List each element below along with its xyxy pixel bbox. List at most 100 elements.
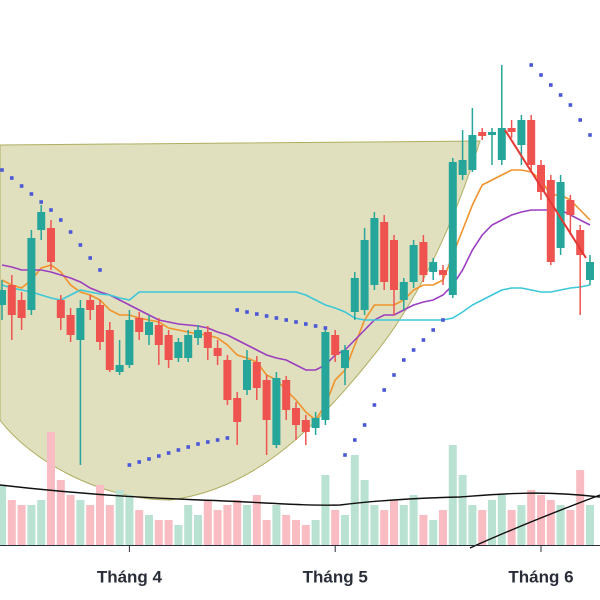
volume-bar (56, 480, 65, 545)
cup-pattern (0, 140, 481, 501)
candle-body (154, 325, 163, 345)
sar-dot (215, 438, 220, 442)
x-tick-label: Tháng 5 (303, 567, 368, 586)
candle-body (586, 262, 594, 280)
candle-body (321, 332, 330, 420)
volume-bar (194, 515, 202, 545)
volume-bar (174, 525, 183, 545)
candle-body (96, 305, 104, 342)
sar-dot (88, 256, 92, 260)
sar-dot (10, 176, 14, 180)
volume-bar (154, 520, 163, 545)
candle-body (370, 218, 379, 285)
sar-dot (157, 454, 161, 458)
candle-body (301, 420, 310, 432)
sar-dot (274, 316, 279, 320)
volume-bars (0, 432, 594, 545)
candle-body (282, 380, 291, 410)
candle-body (507, 128, 516, 132)
sar-dot (539, 73, 543, 77)
sar-dot (98, 268, 102, 272)
sar-dot (245, 310, 249, 314)
volume-bar (478, 510, 487, 545)
volume-average (0, 484, 600, 506)
volume-bar (105, 505, 114, 545)
sar-dot (39, 200, 43, 204)
candle-body (7, 285, 16, 315)
sar-dot (402, 358, 406, 362)
candle-body (517, 120, 526, 145)
volume-bar (86, 505, 95, 545)
candle-body (311, 418, 320, 428)
volume-bar (350, 455, 359, 545)
moving-average (1, 209, 591, 371)
volume-bar (399, 505, 408, 545)
candle-body (135, 318, 144, 332)
sar-dot (529, 63, 533, 67)
volume-bar (301, 525, 310, 545)
candle-body (252, 362, 261, 388)
volume-bar (184, 505, 193, 545)
candle-body (115, 365, 124, 372)
candle-body (341, 350, 349, 368)
candle-body (488, 132, 496, 135)
sar-dot (255, 312, 259, 316)
candle-body (399, 282, 408, 300)
volume-bar (419, 515, 428, 545)
candle-body (409, 245, 418, 282)
sar-dot (411, 348, 416, 352)
candle-body (262, 380, 271, 420)
candle-body (380, 222, 389, 282)
volume-bar (47, 432, 55, 545)
sar-dot (19, 184, 24, 188)
sar-dot (264, 314, 269, 318)
candle-body (243, 360, 251, 390)
sar-dot (176, 448, 181, 452)
sar-dot (206, 440, 210, 444)
candle-body (66, 315, 75, 335)
sar-dot (294, 320, 298, 324)
volume-bar (360, 480, 369, 545)
candle-body (125, 320, 134, 365)
candle-body (0, 290, 6, 305)
candle-body (546, 180, 555, 262)
candle-body (86, 300, 95, 310)
volume-bar (213, 510, 222, 545)
candle-body (556, 182, 565, 248)
candle-body (478, 132, 487, 136)
candle-body (105, 330, 114, 370)
volume-bar (556, 505, 565, 545)
volume-bar (17, 505, 26, 545)
sar-dot (68, 230, 73, 234)
volume-bar (448, 445, 457, 545)
volume-bar (497, 495, 506, 545)
volume-bar (311, 520, 320, 545)
candle-body (47, 228, 55, 262)
x-axis-labels: Tháng 4 Tháng 5 Tháng 6 (97, 546, 574, 586)
volume-bar (331, 510, 340, 545)
trend-line (504, 129, 587, 259)
volume-bar (458, 475, 467, 545)
volume-bar (66, 495, 75, 545)
sar-dot (186, 445, 190, 449)
volume-bar (390, 500, 398, 545)
volume-bar (341, 515, 349, 545)
sar-dot (549, 83, 553, 87)
candle-body (350, 278, 359, 312)
sar-dot (323, 326, 328, 330)
volume-bar (0, 485, 6, 545)
volume-bar (243, 505, 251, 545)
volume-bar (566, 510, 575, 545)
sar-dot (196, 442, 200, 446)
volume-bar (292, 520, 300, 545)
volume-bar (282, 515, 291, 545)
volume-bar (37, 500, 46, 545)
sar-dot (127, 463, 132, 467)
sar-dot (235, 308, 239, 312)
candle-body (429, 262, 438, 272)
candle-body (233, 398, 242, 422)
candle-body (292, 408, 300, 425)
candle-body (419, 242, 428, 275)
sar-dot (166, 451, 171, 455)
sar-dot (421, 338, 426, 342)
